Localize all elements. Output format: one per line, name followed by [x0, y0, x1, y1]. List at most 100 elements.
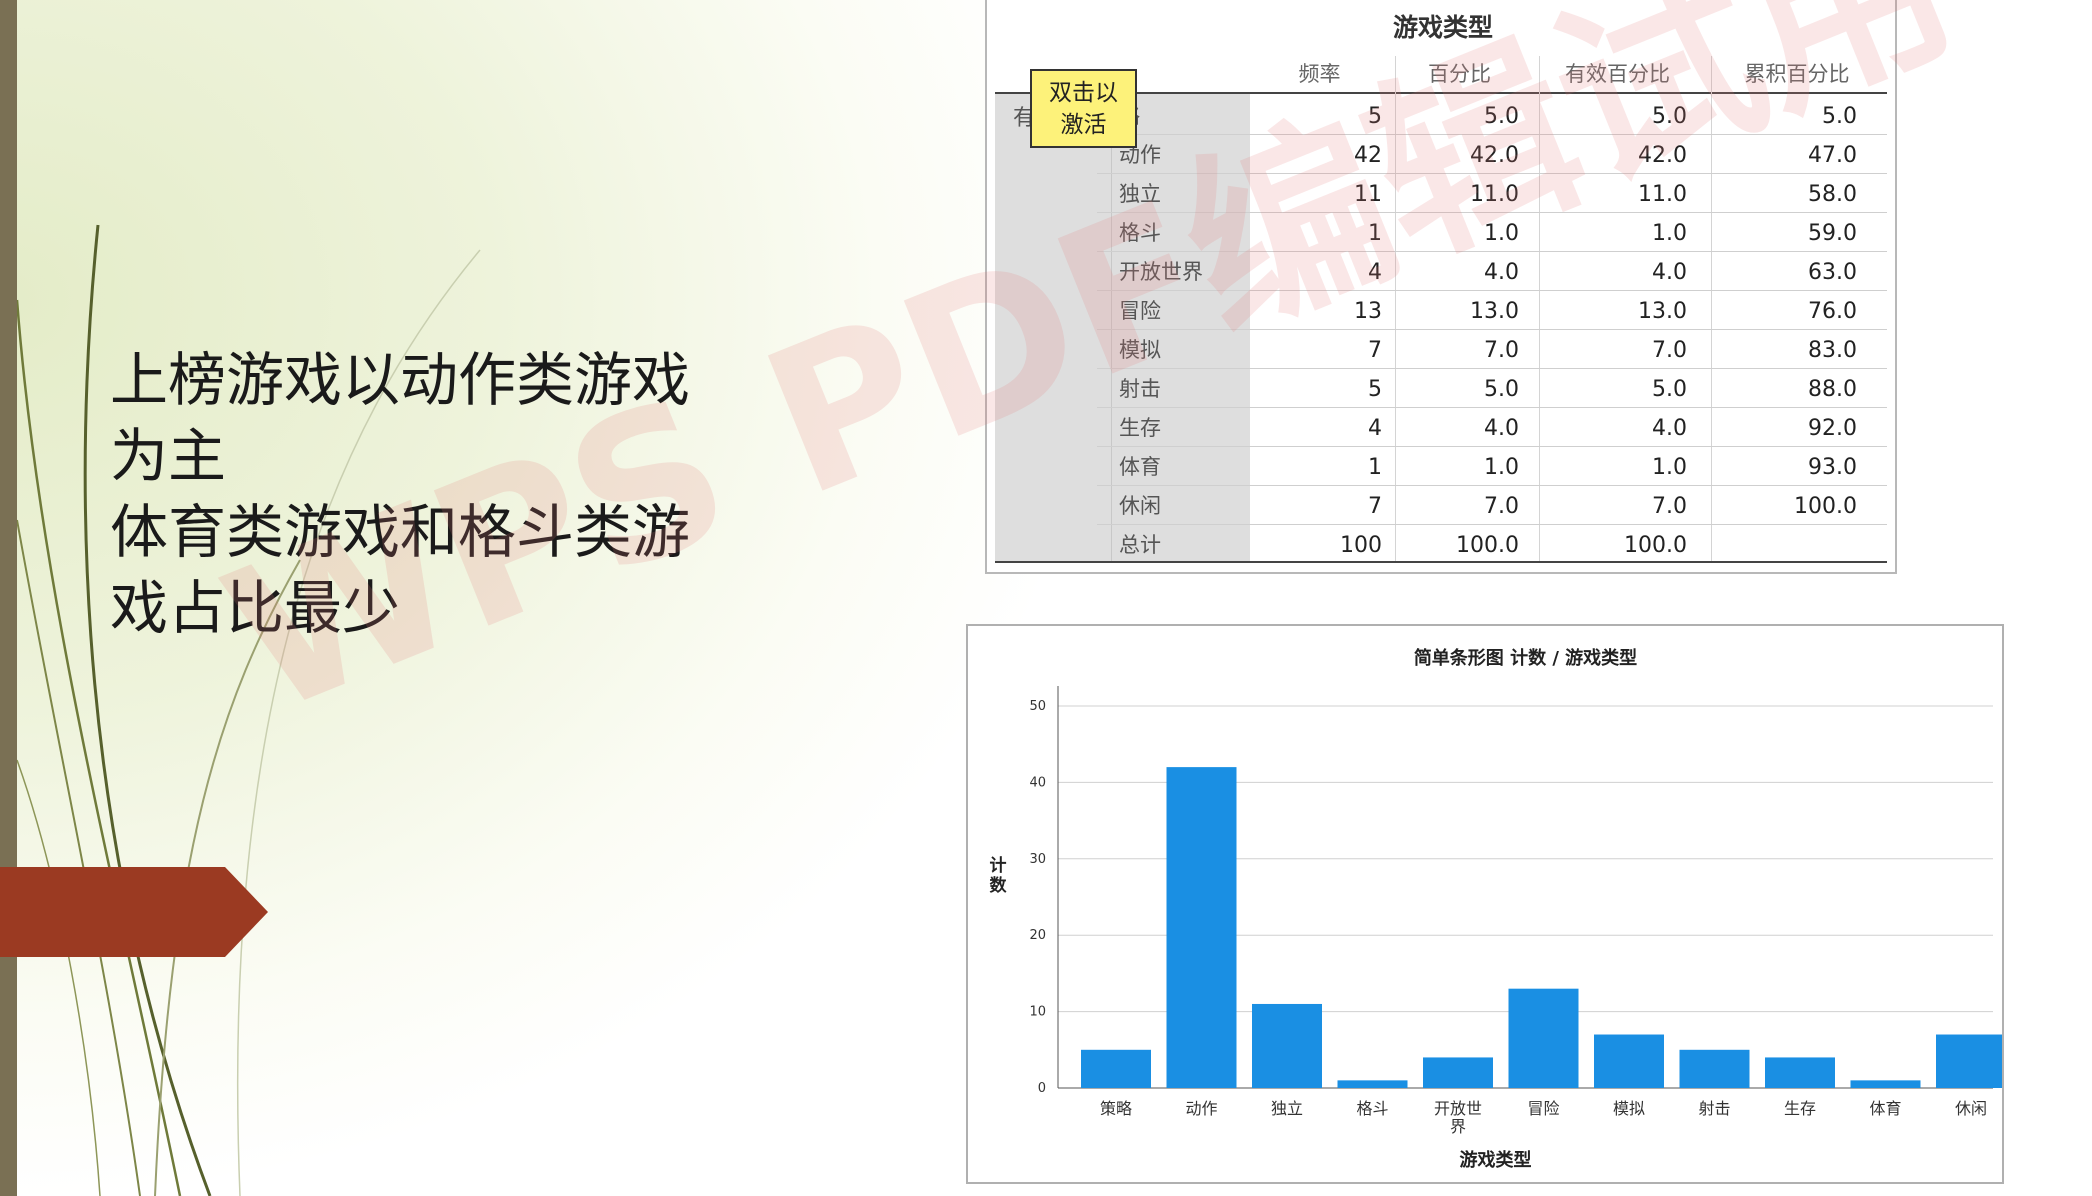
bar-策略 — [1081, 1049, 1151, 1088]
table-cell-pct: 5.0 — [1484, 377, 1519, 402]
row-label-area — [995, 94, 1250, 562]
table-bottom-border — [995, 561, 1887, 563]
table-cell-pct: 7.0 — [1484, 338, 1519, 363]
chart-title: 简单条形图 计数 / 游戏类型 — [1414, 647, 1637, 669]
table-cell-valid-pct: 7.0 — [1652, 338, 1687, 363]
table-cell-freq: 100 — [1340, 533, 1382, 558]
group-column — [995, 94, 1112, 562]
table-title: 游戏类型 — [1392, 13, 1493, 42]
row-divider — [1097, 446, 1887, 447]
table-cell-freq: 5 — [1368, 377, 1382, 402]
table-cell-cum-pct: 47.0 — [1808, 143, 1857, 168]
table-cell-freq: 1 — [1368, 221, 1382, 246]
tooltip-line: 双击以 — [1049, 80, 1118, 106]
row-label: 略 — [1119, 97, 1239, 136]
table-cell-freq: 42 — [1354, 143, 1382, 168]
row-divider — [1097, 485, 1887, 486]
table-cell-pct: 42.0 — [1470, 143, 1519, 168]
table-cell-cum-pct: 92.0 — [1808, 416, 1857, 441]
slide-text: 上榜游戏以动作类游戏 为主 体育类游戏和格斗类游 戏占比最少 — [110, 342, 810, 646]
x-tick-label: 策略 — [1100, 1099, 1132, 1118]
x-tick-label: 界 — [1450, 1117, 1466, 1136]
table-cell-freq: 4 — [1368, 260, 1382, 285]
row-label: 模拟 — [1119, 338, 1161, 362]
y-tick-label: 0 — [1038, 1081, 1046, 1096]
table-cell-valid-pct: 1.0 — [1652, 221, 1687, 246]
bar-射击 — [1679, 1049, 1750, 1088]
x-tick-label: 冒险 — [1527, 1099, 1559, 1118]
x-tick-label: 体育 — [1869, 1099, 1901, 1118]
table-cell-cum-pct: 58.0 — [1808, 182, 1857, 207]
header-frequency: 频率 — [1298, 62, 1341, 86]
table-cell-pct: 11.0 — [1470, 182, 1519, 207]
row-label: 开放世界 — [1119, 260, 1203, 284]
y-tick-label: 10 — [1029, 1005, 1046, 1020]
table-cell-pct: 1.0 — [1484, 455, 1519, 480]
activate-tooltip[interactable]: 双击以 激活 — [1030, 69, 1137, 148]
column-divider — [1395, 56, 1396, 562]
bar-冒险 — [1508, 988, 1579, 1088]
row-label: 生存 — [1119, 416, 1161, 440]
table-cell-valid-pct: 13.0 — [1638, 299, 1687, 324]
y-tick-label: 30 — [1029, 852, 1046, 867]
header-cumulative-percent: 累积百分比 — [1744, 62, 1850, 86]
table-cell-cum-pct: 100.0 — [1794, 494, 1857, 519]
table-cell-freq: 4 — [1368, 416, 1382, 441]
table-cell-cum-pct: 59.0 — [1808, 221, 1857, 246]
row-divider — [1097, 524, 1887, 525]
table-row: 体育 1 1.0 1.0 93.0 — [987, 448, 1899, 487]
row-divider — [1097, 212, 1887, 213]
x-tick-label: 动作 — [1185, 1099, 1217, 1118]
row-label: 动作 — [1119, 143, 1161, 167]
y-tick-label: 50 — [1029, 699, 1046, 714]
slide-text-line: 体育类游戏和格斗类游 — [110, 498, 691, 566]
table-cell-cum-pct: 93.0 — [1808, 455, 1857, 480]
bar-格斗 — [1337, 1080, 1408, 1088]
slide-text-line: 戏占比最少 — [110, 574, 401, 642]
x-tick-label: 格斗 — [1356, 1099, 1388, 1118]
column-divider — [1539, 56, 1540, 562]
table-row: 略 5 5.0 5.0 5.0 — [987, 97, 1899, 136]
row-divider — [1097, 329, 1887, 330]
row-divider — [1097, 134, 1887, 135]
table-cell-valid-pct: 4.0 — [1652, 416, 1687, 441]
x-axis-label: 游戏类型 — [1460, 1149, 1532, 1171]
bar-休闲 — [1936, 1034, 2002, 1088]
table-cell-freq: 5 — [1368, 104, 1382, 129]
bar-体育 — [1850, 1080, 1921, 1088]
header-divider — [995, 92, 1887, 94]
table-row: 射击 5 5.0 5.0 88.0 — [987, 370, 1899, 409]
table-cell-valid-pct: 4.0 — [1652, 260, 1687, 285]
row-label: 独立 — [1119, 182, 1161, 206]
left-accent-bar — [0, 0, 17, 1196]
table-cell-freq: 1 — [1368, 455, 1382, 480]
bar-动作 — [1166, 767, 1237, 1088]
bar-开放世界 — [1423, 1057, 1493, 1088]
y-tick-label: 20 — [1029, 928, 1046, 943]
row-label: 射击 — [1119, 377, 1161, 401]
y-tick-label: 40 — [1029, 775, 1046, 790]
table-row: 格斗 1 1.0 1.0 59.0 — [987, 214, 1899, 253]
header-valid-percent: 有效百分比 — [1565, 62, 1670, 86]
x-tick-label: 模拟 — [1613, 1099, 1645, 1118]
table-row: 独立 11 11.0 11.0 58.0 — [987, 175, 1899, 214]
table-row: 生存 4 4.0 4.0 92.0 — [987, 409, 1899, 448]
bar-chart-panel: 简单条形图 计数 / 游戏类型 0 10 20 30 40 50 计数策略 动作 独立 格斗 开放世界… — [966, 624, 2004, 1184]
row-divider — [1097, 173, 1887, 174]
bar-生存 — [1765, 1057, 1835, 1088]
x-tick-label: 开放世 — [1434, 1099, 1482, 1118]
tooltip-line: 激活 — [1060, 112, 1107, 138]
table-row: 开放世界 4 4.0 4.0 63.0 — [987, 253, 1899, 292]
slide-text-line: 为主 — [110, 422, 227, 490]
table-cell-valid-pct: 7.0 — [1652, 494, 1687, 519]
row-divider — [1097, 407, 1887, 408]
table-row: 总计 100 100.0 100.0 — [987, 526, 1899, 565]
table-cell-cum-pct: 76.0 — [1808, 299, 1857, 324]
frequency-table: 游戏类型 频率 百分比 有效百分比 累积百分比 有 略 5 5.0 5.0 5.0 动作 4… — [985, 0, 1897, 574]
x-tick-label: 射击 — [1698, 1099, 1730, 1118]
table-header-row: 频率 百分比 有效百分比 累积百分比 — [987, 56, 1899, 94]
y-axis-label: 计 — [990, 855, 1007, 876]
table-cell-freq: 11 — [1354, 182, 1382, 207]
